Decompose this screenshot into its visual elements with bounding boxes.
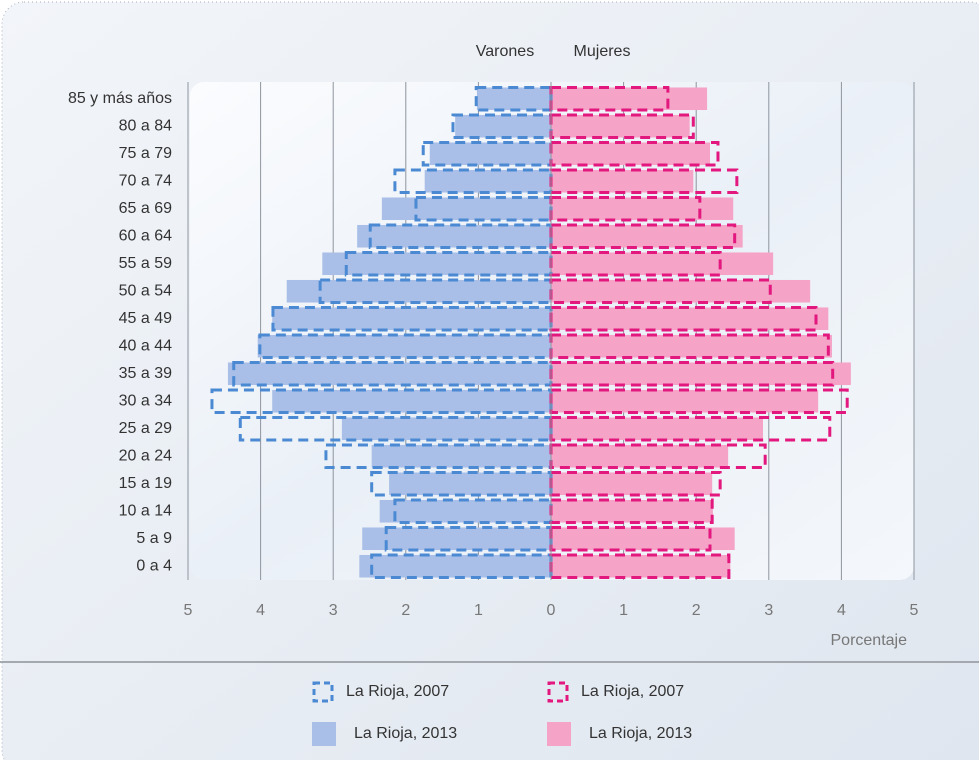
y-tick-label: 80 a 84	[119, 117, 172, 134]
y-tick-label: 75 a 79	[119, 145, 172, 162]
y-tick-label: 20 a 24	[119, 447, 172, 464]
bar	[551, 362, 851, 385]
bar	[551, 115, 690, 138]
bar	[551, 142, 710, 165]
bar	[258, 335, 551, 358]
bar	[551, 417, 763, 440]
y-tick-label: 25 a 29	[119, 420, 172, 437]
y-tick-label: 60 a 64	[119, 227, 172, 244]
y-tick-label: 40 a 44	[119, 337, 172, 354]
bar	[228, 362, 551, 385]
y-tick-label: 45 a 49	[119, 310, 172, 327]
bar	[551, 170, 693, 193]
y-tick-label: 5 a 9	[136, 530, 172, 547]
bar	[551, 335, 832, 358]
bar	[342, 417, 551, 440]
bar	[372, 445, 551, 468]
x-tick-label: 4	[256, 602, 265, 619]
y-tick-label: 0 a 4	[136, 557, 172, 574]
page: Varones Mujeres Porcentaje 5 4 3 2 1 0 1 2 3 4 5 85…	[0, 0, 979, 760]
x-tick-label: 0	[547, 602, 556, 619]
bar	[389, 472, 551, 495]
y-tick-label: 30 a 34	[119, 392, 172, 409]
bar	[551, 527, 735, 550]
bar	[551, 445, 728, 468]
y-tick-label: 65 a 69	[119, 200, 172, 217]
bar	[551, 87, 707, 110]
bar	[477, 87, 551, 110]
bar	[551, 225, 743, 248]
y-tick-label: 85 y más años	[68, 90, 172, 107]
bar	[357, 225, 551, 248]
x-tick-label: 5	[910, 602, 919, 619]
x-tick-label: 2	[401, 602, 410, 619]
bar	[382, 197, 551, 220]
legend-label: La Rioja, 2007	[581, 683, 684, 700]
chart: Varones Mujeres Porcentaje 5 4 3 2 1 0 1 2 3 4 5 85…	[0, 0, 979, 760]
y-tick-label: 70 a 74	[119, 172, 172, 189]
bar	[287, 280, 551, 303]
legend-swatch	[547, 722, 571, 746]
bar	[425, 170, 551, 193]
y-tick-label: 15 a 19	[119, 475, 172, 492]
bar	[362, 527, 551, 550]
bar	[430, 142, 551, 165]
legend-label: La Rioja, 2013	[589, 725, 692, 742]
left-header: Varones	[476, 43, 534, 60]
x-tick-label: 1	[619, 602, 628, 619]
bar	[551, 307, 828, 330]
x-tick-label: 3	[764, 602, 773, 619]
legend-label: La Rioja, 2013	[354, 725, 457, 742]
bar	[551, 390, 818, 413]
x-tick-label: 2	[692, 602, 701, 619]
bar	[455, 115, 551, 138]
bar	[551, 252, 773, 275]
legend-label: La Rioja, 2007	[346, 683, 449, 700]
legend-swatch	[312, 722, 336, 746]
bar	[359, 555, 551, 578]
y-tick-label: 10 a 14	[119, 502, 172, 519]
y-tick-label: 35 a 39	[119, 365, 172, 382]
bar	[322, 252, 551, 275]
bar	[551, 500, 713, 523]
x-tick-label: 4	[837, 602, 846, 619]
x-axis-label: Porcentaje	[831, 632, 908, 649]
bar	[551, 197, 733, 220]
y-tick-label: 55 a 59	[119, 255, 172, 272]
bar	[551, 555, 730, 578]
x-tick-label: 3	[329, 602, 338, 619]
y-tick-label: 50 a 54	[119, 282, 172, 299]
x-tick-label: 5	[184, 602, 193, 619]
bar	[551, 472, 712, 495]
bar	[380, 500, 551, 523]
right-header: Mujeres	[574, 43, 631, 60]
x-tick-label: 1	[474, 602, 483, 619]
bar	[272, 307, 551, 330]
bar	[272, 390, 551, 413]
